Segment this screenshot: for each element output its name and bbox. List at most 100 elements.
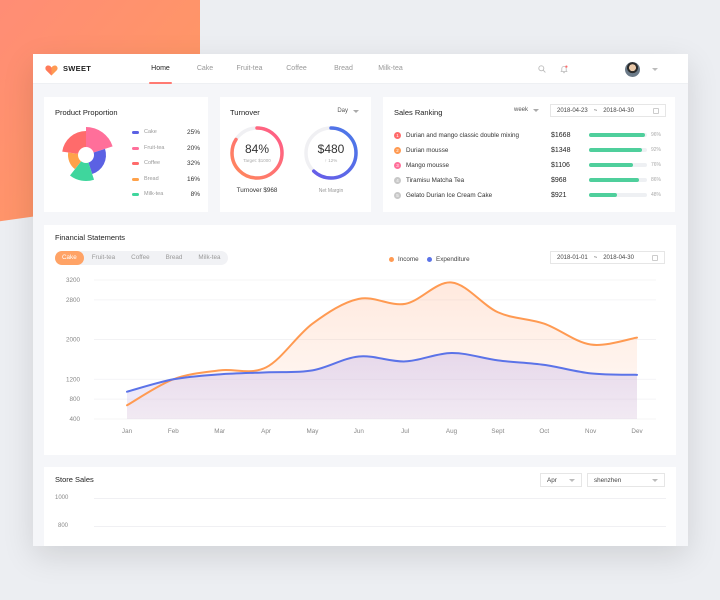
financial-area-chart: 3200 2800 2000 1200 800 400 Jan Feb Mar Apr May Jun… xyxy=(66,277,656,435)
date-to: 2018-04-30 xyxy=(603,254,634,261)
x-tick-label: Sept xyxy=(491,428,504,435)
date-to: 2018-04-30 xyxy=(603,107,634,114)
chevron-down-icon xyxy=(569,478,575,482)
rose-slice-coffee[interactable] xyxy=(62,131,86,155)
rank-number: 2 xyxy=(394,146,401,154)
progress-bar xyxy=(589,178,647,182)
nav-item-coffee[interactable]: Coffee xyxy=(286,64,307,72)
turnover-gauge-value: 84% xyxy=(244,142,270,156)
rank-number: 4 xyxy=(394,176,401,184)
chevron-down-icon xyxy=(533,108,540,112)
progress-fill xyxy=(589,178,639,182)
x-tick-label: Oct xyxy=(539,428,549,435)
net-margin-gauge-label: $480 ↑ 12% xyxy=(306,142,356,163)
store-sales-title: Store Sales xyxy=(55,475,94,484)
turnover-gauge-arc xyxy=(230,126,284,180)
search-icon[interactable] xyxy=(537,64,547,74)
y-tick-label: 2800 xyxy=(66,297,81,304)
avatar[interactable] xyxy=(625,61,640,77)
month-value: Apr xyxy=(547,476,557,484)
series-line-income[interactable] xyxy=(126,281,638,407)
ranking-row[interactable]: 1 Durian and mango classic double mixing $… xyxy=(394,130,664,140)
y-tick-label: 400 xyxy=(69,416,80,423)
sales-value: $1106 xyxy=(551,161,570,169)
turnover-gauge-label: 84% Target: $1000 xyxy=(232,142,282,163)
ranking-row[interactable]: 4 Tiramisu Matcha Tea $968 86% xyxy=(394,175,664,185)
city-select[interactable]: shenzhen xyxy=(587,473,665,487)
product-name: Gelato Durian Ice Cream Cake xyxy=(406,191,493,199)
nav-item-fruit-tea[interactable]: Fruit-tea xyxy=(236,64,263,72)
legend-row-fruit-tea: Fruit-tea 20% xyxy=(132,143,200,153)
x-tick-label: Dev xyxy=(631,428,643,435)
legend-expenditure: Expenditure xyxy=(427,256,470,263)
grid-line xyxy=(94,498,666,499)
ranking-row[interactable]: 2 Durian mousse $1348 92% xyxy=(394,145,664,155)
legend-row-bread: Bread 16% xyxy=(132,174,200,184)
tab-coffee[interactable]: Coffee xyxy=(131,254,150,261)
series-line-expenditure[interactable] xyxy=(126,351,638,393)
sales-ranking-title: Sales Ranking xyxy=(394,108,443,117)
tab-milk-tea[interactable]: Milk-tea xyxy=(198,254,221,261)
rose-center-hole xyxy=(78,147,94,163)
series-area-expenditure xyxy=(127,352,637,419)
sales-ranking-period-select[interactable]: week xyxy=(514,107,540,113)
tab-fruit-tea[interactable]: Fruit-tea xyxy=(91,254,116,261)
nav-item-cake[interactable]: Cake xyxy=(196,64,214,72)
legend-income: Income xyxy=(389,256,419,263)
logo[interactable]: SWEET xyxy=(45,63,137,76)
x-tick-label: Apr xyxy=(261,428,271,435)
main-nav: Home Cake Fruit-tea Coffee Bread Milk-te… xyxy=(137,54,414,84)
y-tick-label: 3200 xyxy=(66,277,81,284)
rank-number: 5 xyxy=(394,191,401,199)
sales-ranking-period-value: week xyxy=(514,107,529,113)
financial-statements-card: Financial Statements Cake Fruit-tea Coff… xyxy=(44,225,676,455)
store-sales-card: Store Sales Apr shenzhen 1000 800 xyxy=(44,467,676,546)
turnover-gauges xyxy=(230,126,358,180)
chevron-down-icon[interactable] xyxy=(652,67,658,71)
month-select[interactable]: Apr xyxy=(540,473,582,487)
rose-slice-fruit-tea[interactable] xyxy=(86,127,113,155)
ranking-row[interactable]: 3 Mango mousse $1106 76% xyxy=(394,160,664,170)
x-tick-label: Aug xyxy=(446,428,458,435)
x-tick-label: Nov xyxy=(585,428,597,435)
progress-percent: 48% xyxy=(651,192,662,198)
turnover-target: Target: $1000 xyxy=(243,158,271,163)
legend-row-milk-tea: Milk-tea 8% xyxy=(132,189,200,199)
turnover-period-select[interactable]: Day xyxy=(337,108,359,114)
sales-ranking-date-range[interactable]: 2018-04-23 ~ 2018-04-30 xyxy=(550,104,666,117)
legend-expenditure-label: Expenditure xyxy=(436,256,470,263)
legend-row-coffee: Coffee 32% xyxy=(132,158,200,168)
x-tick-label: Jul xyxy=(401,428,409,435)
legend-dot xyxy=(389,257,394,262)
product-name: Mango mousse xyxy=(406,161,450,169)
nav-item-home[interactable]: Home xyxy=(137,54,184,84)
legend-row-cake: Cake 25% xyxy=(132,127,200,137)
rank-number: 1 xyxy=(394,131,401,139)
legend-label: Bread xyxy=(144,176,159,182)
progress-bar xyxy=(589,163,647,167)
tab-cake[interactable]: Cake xyxy=(55,251,84,265)
legend-swatch xyxy=(132,177,139,181)
net-margin-value: $480 xyxy=(317,142,345,156)
progress-bar xyxy=(589,193,647,197)
date-separator: ~ xyxy=(593,254,598,261)
bell-icon[interactable] xyxy=(559,64,569,74)
nav-item-bread[interactable]: Bread xyxy=(334,64,353,72)
dashboard-window: SWEET Home Cake Fruit-tea Coffee Bread M… xyxy=(33,54,688,546)
financial-date-range[interactable]: 2018-01-01 ~ 2018-04-30 xyxy=(550,251,665,264)
legend-income-label: Income xyxy=(398,256,419,263)
progress-fill xyxy=(589,163,634,167)
nav-item-milk-tea[interactable]: Milk-tea xyxy=(378,64,403,72)
calendar-icon xyxy=(652,254,658,261)
turnover-caption: Turnover $968 xyxy=(236,187,278,194)
chevron-down-icon xyxy=(353,109,359,113)
ranking-row[interactable]: 5 Gelato Durian Ice Cream Cake $921 48% xyxy=(394,190,664,200)
tab-bread[interactable]: Bread xyxy=(165,254,183,261)
progress-fill xyxy=(589,133,645,137)
legend-percent: 25% xyxy=(186,128,200,136)
legend-label: Cake xyxy=(144,129,157,135)
date-from: 2018-01-01 xyxy=(557,254,588,261)
legend-percent: 8% xyxy=(190,190,200,198)
progress-bar xyxy=(589,148,647,152)
progress-fill xyxy=(589,148,643,152)
